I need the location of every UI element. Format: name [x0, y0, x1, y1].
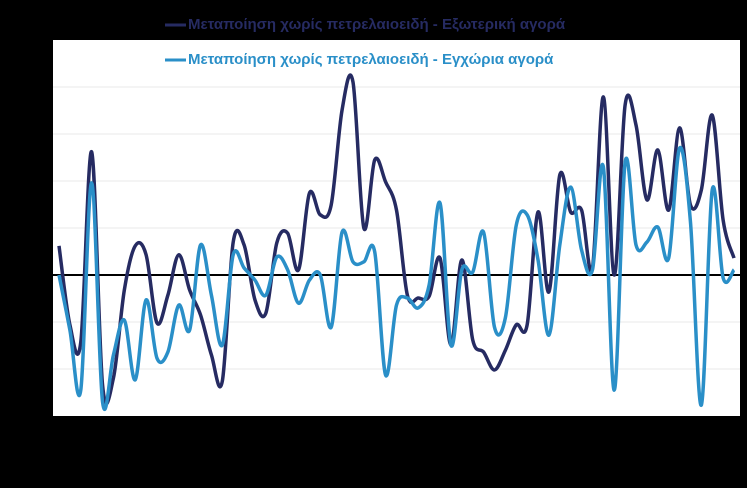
series-line [57, 145, 736, 412]
series-line [57, 73, 736, 406]
legend-label: Μεταποίηση χωρίς πετρελαιοειδή - Εξωτερι… [188, 16, 566, 33]
legend-label: Μεταποίηση χωρίς πετρελαιοειδή - Εγχώρια… [188, 51, 554, 68]
